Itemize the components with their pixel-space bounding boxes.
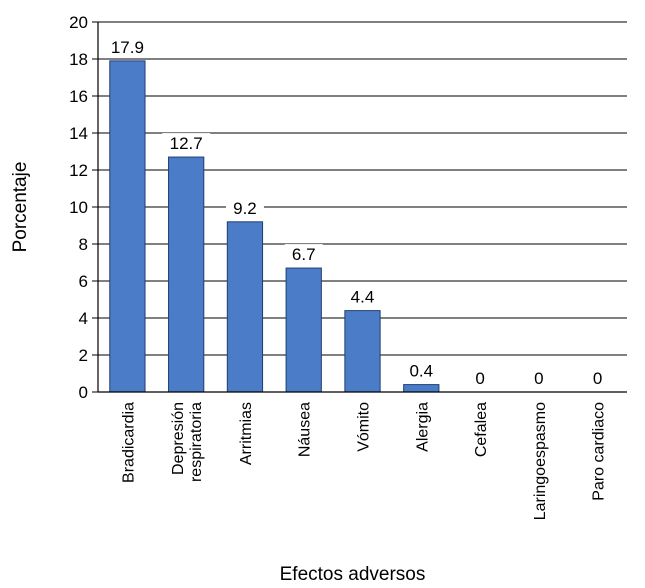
x-category-label-line: Vómito [356, 402, 373, 452]
y-tick-label: 20 [69, 13, 88, 32]
x-category-label: Depresión respiratoria [170, 402, 205, 482]
axes [92, 21, 627, 393]
y-axis-title: Porcentaje [10, 162, 31, 253]
x-category-labels: Bradicardia Depresión respiratoria Arritmia… [120, 402, 607, 520]
data-label-bg [588, 368, 607, 387]
data-label-bg [402, 360, 441, 380]
x-category-label-line: Paro cardiaco [591, 402, 608, 501]
data-label: 0.4 [409, 362, 433, 381]
x-category-label-line: Alergia [414, 402, 431, 452]
x-category-label: Bradicardia [120, 402, 137, 483]
x-category-label-line: Arritmias [238, 402, 255, 465]
y-tick-label: 18 [69, 50, 88, 69]
data-label-bg [162, 133, 211, 153]
data-label: 0 [593, 369, 602, 388]
bar [226, 221, 264, 393]
data-label: 17.9 [111, 38, 144, 57]
y-tick-label: 6 [79, 272, 88, 291]
bar [168, 156, 205, 393]
x-category-label: Paro cardiaco [591, 402, 608, 501]
data-label: 4.4 [351, 288, 375, 307]
x-category-label-line: respiratoria [188, 402, 205, 482]
data-label-bg [529, 368, 548, 387]
data-label-bg [103, 36, 152, 56]
data-label-bg [343, 286, 382, 306]
y-tick-label: 8 [79, 235, 88, 254]
x-category-label-line: Cefalea [473, 402, 490, 457]
data-label: 9.2 [233, 199, 257, 218]
y-tick-label: 12 [69, 161, 88, 180]
x-axis-title: Efectos adversos [280, 564, 426, 585]
data-label: 0 [475, 369, 484, 388]
data-label-bg [284, 244, 323, 264]
x-category-label: Vómito [356, 402, 373, 452]
x-category-label: Cefalea [473, 402, 490, 457]
y-tick-label: 0 [79, 383, 88, 402]
y-tick-label: 4 [79, 309, 88, 328]
bars [109, 60, 440, 393]
bar [285, 267, 322, 393]
x-category-label: Laringoespasmo [532, 402, 549, 520]
y-tick-label: 16 [69, 87, 88, 106]
bar [109, 60, 146, 393]
x-category-label-line: Depresión [170, 402, 187, 475]
x-category-label-line: Náusea [297, 402, 314, 457]
x-category-label: Alergia [414, 402, 431, 452]
x-category-label-line: Laringoespasmo [532, 402, 549, 520]
x-category-label: Arritmias [238, 402, 255, 465]
x-category-label-line: Bradicardia [120, 402, 137, 483]
y-tick-label: 2 [79, 346, 88, 365]
data-label: 0 [534, 369, 543, 388]
bar [344, 310, 381, 393]
y-tick-label: 14 [69, 124, 88, 143]
y-tick-labels: 0 2 4 6 8 10 12 14 16 18 20 [69, 13, 88, 402]
y-tick-label: 10 [69, 198, 88, 217]
data-label-bg [471, 368, 490, 387]
data-label-bg [225, 197, 264, 217]
bar [403, 384, 440, 393]
data-label: 6.7 [292, 245, 316, 264]
x-category-label: Náusea [297, 402, 314, 457]
data-labels: 17.9 12.7 9.2 6.7 4.4 0.4 0 0 0 [103, 36, 607, 388]
data-label: 12.7 [170, 134, 203, 153]
